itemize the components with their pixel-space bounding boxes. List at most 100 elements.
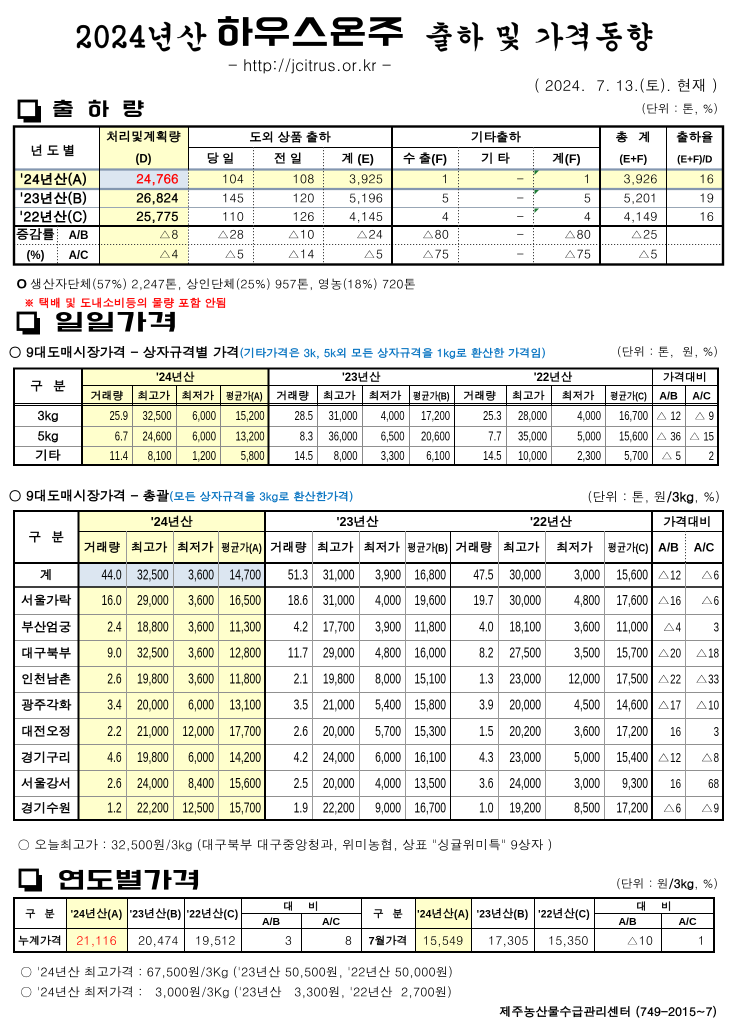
svg-text:6,000: 6,000	[375, 749, 401, 766]
svg-text:(E+F)/D: (E+F)/D	[677, 155, 712, 166]
svg-text:(: (	[108, 909, 112, 921]
svg-text:1.5: 1.5	[479, 723, 493, 740]
svg-text:4,800: 4,800	[375, 645, 401, 662]
svg-text:6,000: 6,000	[192, 408, 216, 423]
svg-text:8,100: 8,100	[148, 448, 172, 463]
svg-text:3,600: 3,600	[188, 645, 214, 662]
svg-text:32,500: 32,500	[137, 645, 169, 662]
svg-text:12: 12	[670, 750, 681, 765]
svg-text:A/C: A/C	[692, 391, 711, 403]
svg-text:5,700: 5,700	[624, 448, 648, 463]
svg-text:20,000: 20,000	[323, 775, 355, 792]
svg-text:16,500: 16,500	[229, 592, 261, 609]
svg-text:3.6: 3.6	[479, 775, 493, 792]
svg-text:2.5: 2.5	[294, 775, 308, 792]
svg-text:11,000: 11,000	[616, 619, 648, 636]
svg-text:15,700: 15,700	[616, 645, 648, 662]
svg-text:A/B: A/B	[658, 541, 679, 555]
svg-text:10: 10	[708, 697, 719, 712]
svg-text:6: 6	[714, 567, 719, 582]
svg-text:2.4: 2.4	[107, 619, 121, 636]
svg-text:36,000: 36,000	[328, 428, 357, 443]
svg-text:9,300: 9,300	[622, 775, 648, 792]
svg-text:14.5: 14.5	[295, 448, 313, 463]
svg-text:8: 8	[714, 750, 719, 765]
svg-text:68: 68	[708, 776, 719, 791]
svg-text:16: 16	[670, 724, 681, 739]
svg-text:4.2: 4.2	[294, 619, 308, 636]
svg-text:24,000: 24,000	[137, 775, 169, 792]
svg-text:30,000: 30,000	[509, 592, 541, 609]
svg-text:3: 3	[485, 909, 491, 921]
svg-text:2.6: 2.6	[294, 723, 308, 740]
svg-text:2.6: 2.6	[107, 775, 121, 792]
svg-text:15,600: 15,600	[229, 775, 261, 792]
svg-text:(F): (F)	[431, 152, 447, 166]
svg-text:1.2: 1.2	[107, 800, 121, 817]
svg-text:4,000: 4,000	[375, 775, 401, 792]
svg-text:8,000: 8,000	[334, 448, 358, 463]
svg-text:6,000: 6,000	[188, 696, 214, 713]
svg-text:'24: '24	[151, 515, 168, 529]
svg-text:22,200: 22,200	[323, 800, 355, 817]
svg-text:5,800: 5,800	[241, 448, 265, 463]
svg-text:11,800: 11,800	[414, 619, 446, 636]
svg-text:(: (	[454, 909, 458, 921]
svg-text:3,600: 3,600	[188, 592, 214, 609]
svg-text:(A): (A)	[249, 543, 262, 555]
svg-text:A/B: A/B	[262, 916, 281, 928]
svg-text:(: (	[224, 909, 228, 921]
svg-text:30,000: 30,000	[509, 566, 541, 583]
svg-text:12,500: 12,500	[182, 800, 214, 817]
svg-text:6,000: 6,000	[192, 428, 216, 443]
svg-text:4.3: 4.3	[479, 749, 493, 766]
svg-text:A/B: A/B	[69, 230, 89, 242]
svg-text:3,300: 3,300	[381, 448, 405, 463]
svg-text:': '	[71, 909, 74, 921]
svg-text:C: C	[227, 909, 234, 921]
svg-text:19,800: 19,800	[323, 670, 355, 687]
svg-text:16: 16	[670, 776, 681, 791]
svg-text:3: 3	[714, 620, 719, 635]
svg-text:': '	[417, 909, 420, 921]
svg-text:4,000: 4,000	[577, 408, 601, 423]
svg-text:15,300: 15,300	[414, 723, 446, 740]
svg-text:A/B: A/B	[659, 391, 678, 403]
svg-text:12,800: 12,800	[229, 645, 261, 662]
svg-text:3,500: 3,500	[574, 645, 600, 662]
svg-text:27,500: 27,500	[509, 645, 541, 662]
svg-text:5,000: 5,000	[574, 749, 600, 766]
svg-text:15,600: 15,600	[619, 428, 648, 443]
svg-text:12,000: 12,000	[568, 670, 600, 687]
svg-text:7: 7	[368, 936, 374, 948]
svg-text:4: 4	[676, 620, 681, 635]
svg-text:(%): (%)	[27, 250, 45, 262]
svg-text:19,800: 19,800	[137, 749, 169, 766]
svg-text:16.0: 16.0	[102, 592, 122, 609]
svg-text:(A): (A)	[251, 392, 263, 403]
svg-text:4,500: 4,500	[574, 696, 600, 713]
svg-text:): )	[235, 909, 239, 921]
svg-text:2: 2	[479, 909, 485, 921]
svg-text:2,300: 2,300	[577, 448, 601, 463]
svg-text:5,700: 5,700	[375, 723, 401, 740]
svg-text:21,000: 21,000	[137, 723, 169, 740]
svg-text:8,500: 8,500	[574, 800, 600, 817]
svg-text:20,200: 20,200	[509, 723, 541, 740]
svg-text:C: C	[579, 909, 586, 921]
svg-text:3,600: 3,600	[188, 670, 214, 687]
svg-text:A/C: A/C	[322, 916, 341, 928]
svg-text:24,000: 24,000	[509, 775, 541, 792]
svg-text:(C): (C)	[635, 392, 647, 403]
svg-text:3,000: 3,000	[574, 775, 600, 792]
svg-text:20,000: 20,000	[137, 696, 169, 713]
svg-text:(E+F): (E+F)	[619, 154, 647, 166]
svg-text:': '	[538, 909, 541, 921]
svg-text:): )	[586, 909, 590, 921]
svg-text:15,100: 15,100	[414, 670, 446, 687]
svg-text:20,000: 20,000	[323, 723, 355, 740]
svg-text:15,600: 15,600	[616, 566, 648, 583]
svg-text:3.4: 3.4	[107, 696, 121, 713]
svg-text:3,900: 3,900	[375, 619, 401, 636]
svg-text:22: 22	[670, 671, 681, 686]
